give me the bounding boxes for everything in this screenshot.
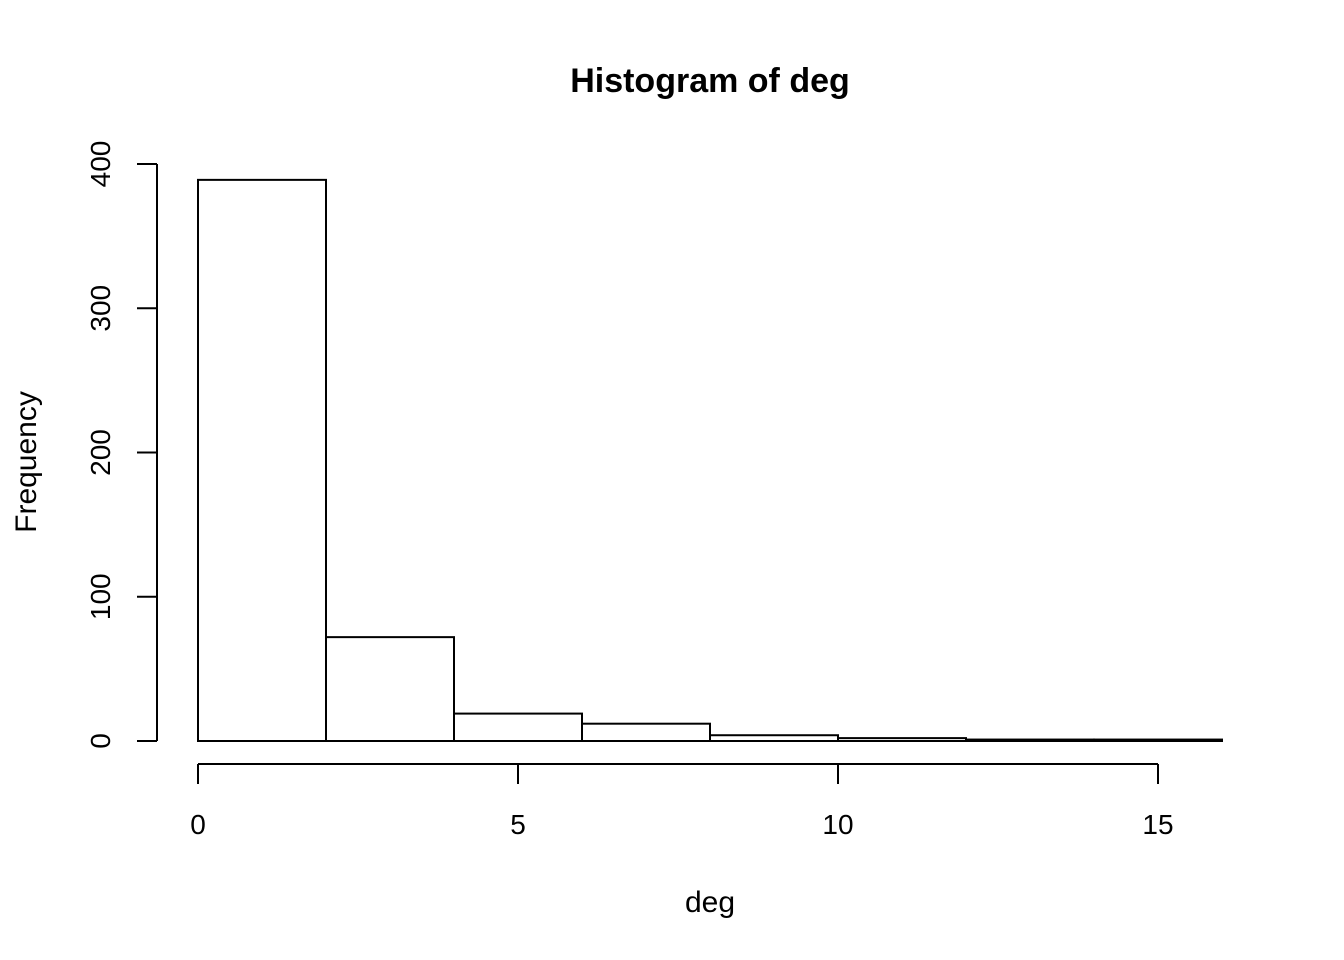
chart-title: Histogram of deg xyxy=(570,62,850,100)
x-axis: 0 5 10 15 xyxy=(190,763,1174,840)
bars-group xyxy=(197,178,1223,743)
histogram-bar-4 xyxy=(709,734,839,742)
x-tick-label-1: 5 xyxy=(510,809,526,840)
histogram-bar-7 xyxy=(1093,738,1223,742)
y-tick-label-1: 100 xyxy=(85,573,116,620)
y-tick-label-0: 0 xyxy=(85,733,116,749)
histogram-bar-3 xyxy=(581,722,711,743)
histogram-bar-5 xyxy=(837,737,967,742)
y-axis-label: Frequency xyxy=(10,391,43,533)
histogram-bar-2 xyxy=(453,712,583,743)
histogram-bar-6 xyxy=(965,738,1095,742)
x-axis-label: deg xyxy=(685,886,735,919)
x-tick-label-2: 10 xyxy=(822,809,853,840)
histogram-bar-0 xyxy=(197,178,327,742)
y-tick-label-3: 300 xyxy=(85,285,116,332)
y-tick-label-2: 200 xyxy=(85,429,116,476)
y-axis: 0 100 200 300 400 xyxy=(85,141,158,749)
histogram-bar-1 xyxy=(325,636,455,743)
x-tick-label-0: 0 xyxy=(190,809,206,840)
y-tick-label-4: 400 xyxy=(85,141,116,188)
x-tick-label-3: 15 xyxy=(1142,809,1173,840)
